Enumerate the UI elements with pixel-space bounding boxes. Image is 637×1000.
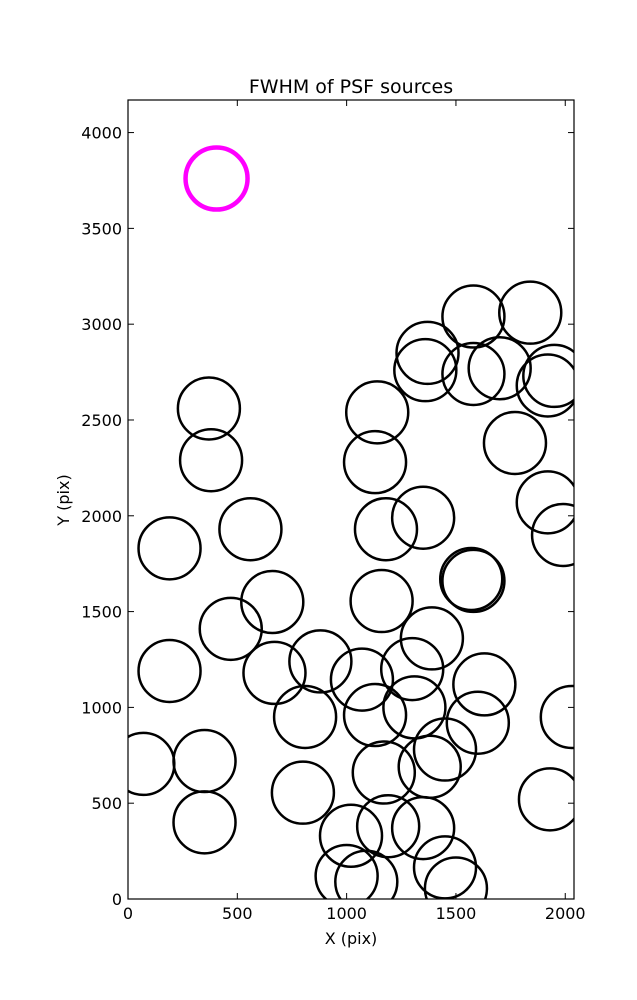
y-tick-label: 4000 bbox=[81, 124, 122, 143]
psf-source-circle bbox=[270, 760, 336, 825]
psf-source-circle bbox=[498, 280, 563, 345]
psf-source-circle bbox=[218, 496, 283, 562]
psf-source-circle bbox=[137, 638, 202, 704]
psf-source-circle bbox=[172, 790, 237, 855]
psf-source-circle bbox=[423, 856, 489, 899]
y-tick-label: 2000 bbox=[81, 507, 122, 526]
psf-source-circle bbox=[198, 596, 264, 662]
plot-frame bbox=[127, 99, 575, 900]
psf-source-circle bbox=[176, 376, 242, 441]
psf-source-circle bbox=[522, 343, 574, 409]
y-axis-title: Y (pix) bbox=[54, 474, 73, 526]
y-tick-label: 3500 bbox=[81, 219, 122, 238]
psf-source-circle bbox=[355, 793, 421, 859]
psf-source-circle bbox=[445, 690, 511, 755]
psf-source-circle bbox=[412, 717, 478, 782]
psf-source-circle bbox=[539, 684, 574, 750]
psf-source-circle bbox=[382, 675, 447, 740]
psf-source-circle bbox=[272, 684, 338, 750]
psf-source-circle bbox=[441, 548, 506, 614]
psf-source-circle bbox=[351, 740, 417, 805]
psf-source-circle bbox=[334, 849, 399, 899]
psf-source-circle bbox=[288, 629, 353, 694]
psf-source-circle bbox=[441, 341, 506, 407]
x-axis: 0 500 1000 1500 2000 bbox=[123, 100, 586, 923]
psf-source-circle bbox=[515, 353, 574, 418]
psf-source-circle bbox=[397, 734, 462, 800]
y-tick-label: 0 bbox=[112, 890, 122, 909]
psf-source-circle bbox=[242, 640, 307, 706]
psf-source-circle bbox=[128, 731, 176, 797]
psf-source-circle bbox=[240, 569, 305, 635]
y-tick-label: 3000 bbox=[81, 315, 122, 334]
psf-source-circle bbox=[412, 835, 478, 899]
x-axis-title: X (pix) bbox=[325, 929, 378, 948]
psf-source-circle bbox=[530, 502, 574, 568]
psf-source-circle bbox=[137, 516, 202, 581]
y-tick-label: 500 bbox=[91, 794, 122, 813]
y-tick-label: 1000 bbox=[81, 698, 122, 717]
psf-source-circle bbox=[515, 470, 574, 535]
psf-source-circle bbox=[183, 145, 250, 212]
psf-source-circle bbox=[353, 496, 419, 562]
x-tick-label: 1500 bbox=[436, 904, 477, 923]
psf-source-circle bbox=[393, 337, 458, 403]
psf-source-circle bbox=[467, 335, 532, 401]
x-tick-label: 2000 bbox=[545, 904, 586, 923]
psf-source-circle bbox=[441, 284, 506, 349]
psf-source-circle bbox=[349, 568, 414, 634]
y-tick-label: 1500 bbox=[81, 603, 122, 622]
psf-source-circle bbox=[438, 546, 504, 612]
psf-source-circle bbox=[314, 843, 379, 899]
x-tick-label: 1000 bbox=[326, 904, 367, 923]
psf-source-circle bbox=[482, 410, 548, 476]
psf-source-circle bbox=[390, 795, 456, 861]
psf-source-circle bbox=[517, 767, 574, 832]
psf-source-circle bbox=[172, 728, 237, 794]
psf-source-circle bbox=[395, 320, 460, 386]
psf-source-circle bbox=[329, 647, 395, 712]
psf-source-circle bbox=[399, 606, 465, 671]
psf-source-circle bbox=[344, 380, 410, 445]
y-tick-label: 2500 bbox=[81, 411, 122, 430]
psf-circles bbox=[128, 145, 574, 899]
psf-source-circle bbox=[318, 803, 384, 869]
psf-source-circle bbox=[390, 485, 456, 550]
psf-source-circle bbox=[379, 636, 445, 702]
x-tick-label: 0 bbox=[123, 904, 133, 923]
psf-source-circle bbox=[178, 427, 244, 493]
psf-source-circle bbox=[342, 682, 408, 748]
y-axis: 0 500 1000 1500 2000 2500 3000 3500 4000 bbox=[81, 124, 574, 909]
psf-source-circle bbox=[342, 429, 408, 495]
psf-source-circle bbox=[452, 652, 517, 717]
x-tick-label: 500 bbox=[222, 904, 253, 923]
chart-title: FWHM of PSF sources bbox=[249, 76, 453, 98]
